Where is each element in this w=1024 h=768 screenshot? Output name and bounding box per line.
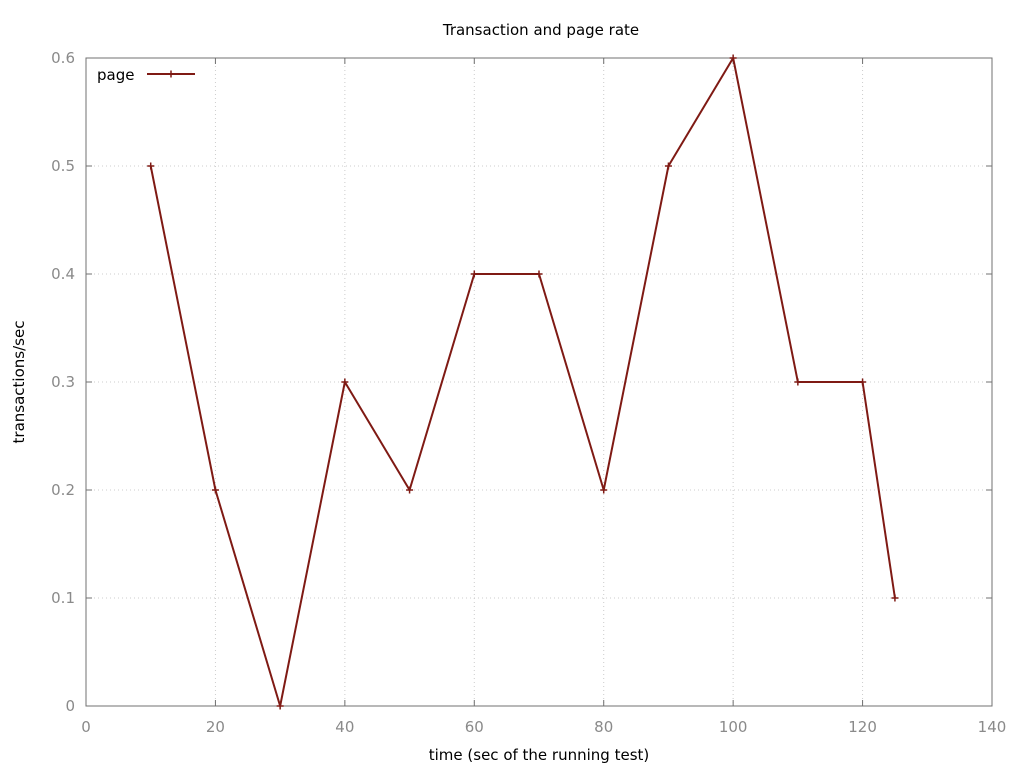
legend: page [97,66,195,84]
y-tick-label: 0.6 [51,49,75,67]
x-tick-label: 60 [465,718,484,736]
series-layer [147,54,899,710]
legend-label-page: page [97,66,134,84]
y-tick-label: 0.1 [51,589,75,607]
data-point [859,378,867,386]
y-tick-label: 0.5 [51,157,75,175]
x-tick-label: 80 [594,718,613,736]
data-point [664,162,672,170]
x-tick-label: 100 [719,718,748,736]
y-tick-label: 0.4 [51,265,75,283]
data-point [406,486,414,494]
axis-ticks: 0 20 40 60 80 100 120 140 0 0.1 0.2 0.3 0.4 0.5 0.6 [51,49,1006,736]
data-point [211,486,219,494]
data-point [794,378,802,386]
chart-title: Transaction and page rate [442,21,639,39]
x-tick-label: 140 [978,718,1007,736]
data-point [535,270,543,278]
data-point [891,594,899,602]
x-tick-label: 0 [81,718,91,736]
data-point [729,54,737,62]
legend-point-marker [167,70,175,78]
x-tick-label: 120 [848,718,877,736]
data-point [276,702,284,710]
y-tick-label: 0 [65,697,75,715]
y-axis-label: transactions/sec [10,321,28,444]
x-tick-label: 20 [206,718,225,736]
x-axis-label: time (sec of the running test) [429,746,650,764]
data-point [147,162,155,170]
data-point [600,486,608,494]
y-tick-label: 0.3 [51,373,75,391]
legend-marker-page [167,70,175,78]
data-point [341,378,349,386]
data-point [470,270,478,278]
x-tick-label: 40 [335,718,354,736]
y-tick-label: 0.2 [51,481,75,499]
